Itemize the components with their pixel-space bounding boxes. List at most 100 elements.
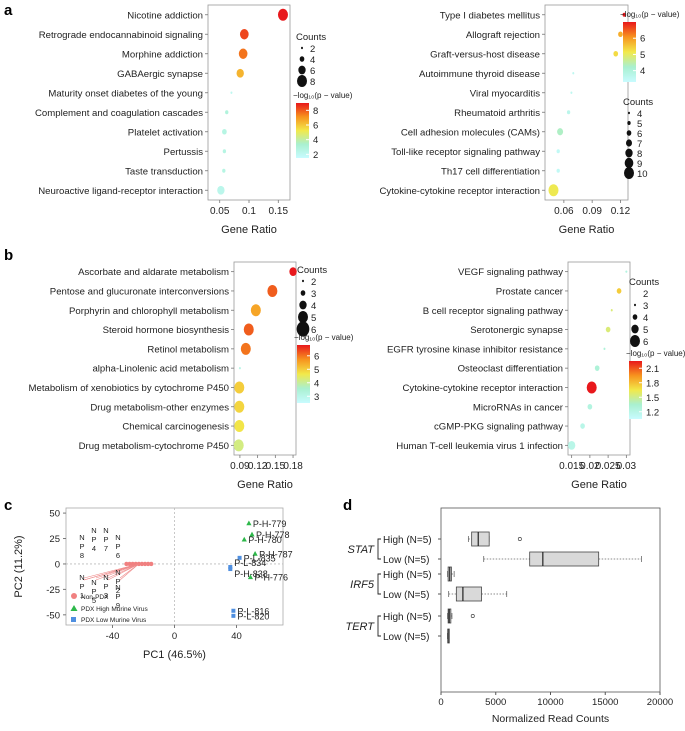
pathway-label: Ascorbate and aldarate metabolism <box>78 267 229 278</box>
pathway-label: Cytokine-cytokine receptor interaction <box>379 186 540 197</box>
legend-count-label: 4 <box>643 313 648 324</box>
x-tick-label: 0.15 <box>266 461 286 472</box>
dot <box>277 8 288 21</box>
legend-count-dot <box>298 311 308 323</box>
legend-count-label: 6 <box>643 337 648 348</box>
dot <box>556 149 560 154</box>
pathway-label: Prostate cancer <box>496 286 564 297</box>
legend-marker-pdx-high <box>70 605 78 611</box>
dot <box>605 326 611 333</box>
legend-count-label: 6 <box>637 129 642 140</box>
x-tick-label: 0.025 <box>596 461 621 472</box>
dot <box>572 72 575 75</box>
legend-count-label: 5 <box>637 119 642 130</box>
pathway-label: Osteoclast differentiation <box>458 364 563 375</box>
dot <box>233 439 244 452</box>
legend-count-dot <box>624 157 634 169</box>
y-tick-label: 25 <box>49 534 60 545</box>
x-tick-label: 0.15 <box>269 206 289 217</box>
point-pdx-high <box>246 520 252 526</box>
dot <box>586 381 597 394</box>
legend-count-label: 2 <box>310 44 315 55</box>
dot <box>243 323 254 336</box>
dot <box>240 342 251 355</box>
y-tick-label: -25 <box>46 585 60 596</box>
x-tick-label: 0.09 <box>582 206 602 217</box>
legend-label: PDX High Murine Virus <box>81 606 148 613</box>
legend-counts-title: Counts <box>623 97 653 108</box>
legend-count-label: 7 <box>637 139 642 150</box>
legend-count-dot <box>628 111 630 115</box>
point-label: P-H-780 <box>248 535 282 545</box>
dotplot-b-left: Ascorbate and aldarate metabolism Pentose… <box>29 261 354 491</box>
dot <box>587 403 593 410</box>
pathway-label: Maturity onset diabetes of the young <box>48 88 203 99</box>
colorbar-tick-label: 2 <box>313 150 318 161</box>
plot-frame <box>567 261 631 456</box>
leader-line <box>107 563 139 581</box>
x-axis-title: Normalized Read Counts <box>492 713 609 725</box>
legend-count-dot <box>624 167 634 179</box>
pathway-label: Complement and coagulation cascades <box>35 108 203 119</box>
outlier <box>470 614 475 618</box>
group-bracket <box>377 615 381 637</box>
dotplot-a-right: Type I diabetes mellitus Allograft reject… <box>379 4 680 236</box>
box <box>471 531 490 547</box>
legend-count-dot <box>626 130 632 136</box>
colorbar-tick-label: 4 <box>640 66 645 77</box>
boxplot: 0 5000 10000 15000 20000 Normalized Read Coun… <box>345 507 673 725</box>
point-label: P-H-787 <box>259 549 293 559</box>
pathway-label: VEGF signaling pathway <box>458 267 563 278</box>
dot <box>603 347 606 351</box>
y-tick-label: -50 <box>46 610 60 621</box>
point-pdx-high <box>249 531 255 537</box>
dot <box>556 168 560 173</box>
x-tick-label: 0.06 <box>554 206 574 217</box>
legend-colorbar <box>623 22 636 82</box>
point-non-pdx <box>139 561 145 567</box>
point-label: P-L-820 <box>237 611 269 621</box>
legend-marker-non-pdx <box>71 593 77 599</box>
pathway-label: Morphine addiction <box>122 49 203 60</box>
group-label: High (N=5) <box>383 535 432 546</box>
pathway-label: Human T-cell leukemia virus 1 infection <box>396 441 563 452</box>
dotplot-a-left: Nicotine addiction Retrograde endocannabi… <box>35 4 353 236</box>
colorbar-tick-label: 4 <box>314 378 319 389</box>
pathway-label: Metabolism of xenobiotics by cytochrome … <box>29 383 230 394</box>
legend-count-label: 2 <box>311 277 316 288</box>
point-pdx-low <box>228 567 233 572</box>
pathway-label: Rheumatoid arthritis <box>454 108 540 119</box>
colorbar-tick-label: 1.2 <box>646 407 659 418</box>
pathway-label: Cell adhesion molecules (CAMs) <box>401 127 540 138</box>
legend-count-label: 2 <box>643 289 648 300</box>
group-label: Low (N=5) <box>383 590 429 601</box>
legend-count-dot <box>298 65 306 75</box>
legend-pvalue-title: −log₁₀(p − value) <box>294 333 354 342</box>
dot <box>557 128 564 136</box>
point-label: P-L-834 <box>234 558 266 568</box>
panel-label-a: a <box>4 2 13 19</box>
point-pdx-low <box>231 608 236 613</box>
x-tick-label: 0.1 <box>242 206 256 217</box>
point-label: P-H-838 <box>234 569 268 579</box>
legend-label: PDX Low Murine Virus <box>81 617 147 624</box>
plot-frame <box>544 4 629 201</box>
x-tick-label: 0.05 <box>210 206 230 217</box>
legend-count-label: 6 <box>311 325 316 336</box>
colorbar-tick-label: 3 <box>314 392 319 403</box>
outlier <box>517 537 522 541</box>
dot <box>570 91 573 94</box>
legend-count-label: 3 <box>643 301 648 312</box>
legend-count-label: 6 <box>310 66 315 77</box>
leader-line <box>119 563 140 581</box>
legend-pvalue-title: −log₁₀(p − value) <box>293 91 353 100</box>
x-tick-label: 40 <box>231 631 242 642</box>
colorbar-tick-label: 5 <box>640 50 645 61</box>
colorbar-tick-label: 1.8 <box>646 378 659 389</box>
x-tick-label: 0.03 <box>617 461 637 472</box>
legend-count-label: 9 <box>637 159 642 170</box>
pathway-label: Serotonergic synapse <box>470 325 563 336</box>
